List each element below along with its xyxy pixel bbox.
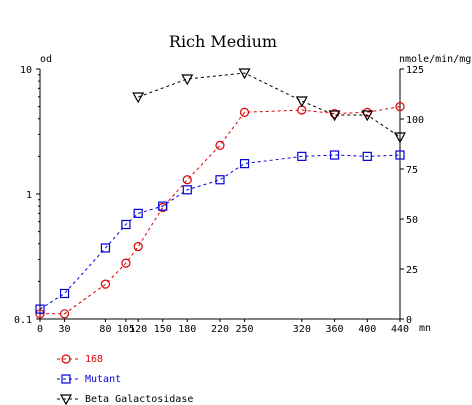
right-tick-label: 25	[406, 265, 418, 276]
x-tick-label: 80	[99, 324, 111, 335]
right-tick-label: 50	[406, 215, 418, 226]
x-tick-label: 0	[37, 324, 43, 335]
data-point-triangle-down	[393, 132, 407, 144]
right-tick-label: 125	[406, 65, 424, 76]
data-point-square	[121, 219, 131, 230]
data-point-square	[329, 150, 340, 160]
data-point-triangle-down	[328, 110, 341, 122]
left-tick-label: 0.1	[14, 315, 32, 326]
x-tick-label: 440	[391, 324, 409, 335]
data-point-square	[239, 159, 250, 169]
right-tick-label: 0	[406, 315, 412, 326]
data-point-square	[297, 151, 307, 161]
data-point-triangle-down	[295, 96, 308, 108]
series-line-circle	[40, 106, 401, 315]
series-layer	[35, 68, 407, 319]
legend-label: 168	[85, 354, 103, 365]
left-tick-label: 10	[20, 65, 32, 76]
right-tick-label: 100	[406, 115, 424, 126]
legend: 168 Mutant Beta Galactosidase	[57, 354, 193, 405]
x-tick-label: 360	[326, 324, 344, 335]
data-point-triangle-down	[132, 92, 145, 104]
x-tick-label: 250	[236, 324, 254, 335]
data-point-square	[100, 243, 111, 253]
data-point-square	[35, 304, 45, 314]
data-point-square	[133, 208, 143, 218]
x-tick-label: 180	[178, 324, 196, 335]
legend-marker-square	[61, 374, 71, 384]
x-tick-label: 400	[358, 324, 376, 335]
data-point-circle	[100, 279, 111, 289]
right-axis-ticks: 0 25 50 75 100 125	[400, 65, 424, 326]
legend-label: Beta Galactosidase	[85, 394, 193, 405]
left-tick-label: 1	[26, 190, 32, 201]
data-point-square	[395, 150, 405, 160]
x-axis-unit: mn	[419, 323, 431, 334]
x-tick-label: 220	[211, 324, 229, 335]
right-axis-label: nmole/min/mg	[399, 54, 471, 65]
data-point-triangle-down	[181, 74, 194, 86]
data-point-circle	[35, 309, 45, 319]
data-point-circle	[215, 140, 225, 150]
data-point-circle	[239, 107, 250, 117]
x-tick-label: 320	[293, 324, 311, 335]
data-point-circle	[133, 241, 143, 252]
data-point-circle	[59, 309, 70, 319]
data-point-square	[59, 288, 70, 299]
data-point-circle	[121, 258, 131, 268]
x-tick-label: 120	[129, 324, 147, 335]
series-line-triangle-down	[138, 72, 401, 138]
left-axis-ticks: 0.1 1 10	[14, 65, 40, 326]
data-point-square	[362, 151, 372, 161]
legend-marker-triangle-down	[59, 394, 73, 405]
data-point-square	[215, 175, 225, 185]
series-line-square	[39, 154, 401, 310]
data-point-triangle-down	[238, 68, 251, 80]
data-point-square	[182, 185, 192, 195]
x-tick-label: 30	[59, 324, 71, 335]
left-axis-label: od	[40, 54, 52, 65]
right-tick-label: 75	[406, 165, 418, 176]
data-point-square	[158, 201, 168, 211]
chart-title: Rich Medium	[169, 32, 277, 51]
x-tick-label: 150	[154, 324, 172, 335]
x-tick-label: 105	[117, 324, 135, 335]
data-point-circle	[182, 175, 192, 185]
data-point-triangle-down	[361, 110, 374, 122]
legend-label: Mutant	[85, 374, 121, 385]
legend-marker-circle	[61, 354, 71, 364]
data-point-circle	[395, 102, 405, 112]
